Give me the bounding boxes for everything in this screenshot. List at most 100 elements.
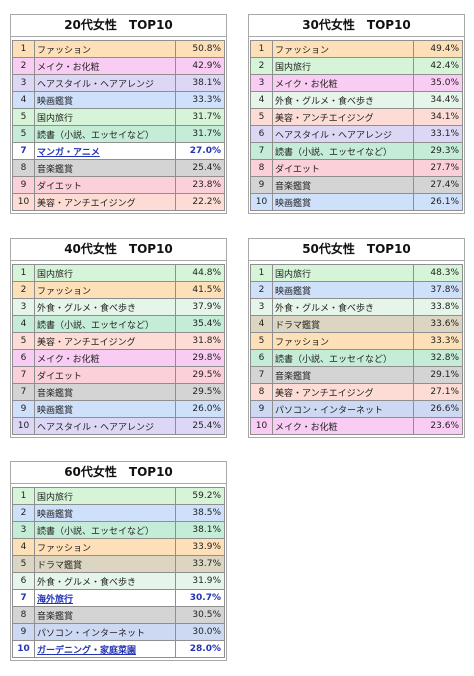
value-cell: 29.1% [413, 366, 463, 384]
category-cell: ファッション [34, 40, 176, 58]
category-cell: メイク・お化粧 [34, 349, 176, 367]
category-cell: パソコン・インターネット [272, 400, 414, 418]
rank-cell: 1 [250, 264, 273, 282]
category-cell: パソコン・インターネット [34, 623, 176, 641]
rank-cell: 8 [12, 606, 35, 624]
table-row: 6 ヘアスタイル・ヘアアレンジ 33.1% [250, 125, 463, 143]
value-cell: 34.1% [413, 108, 463, 126]
value-cell: 30.7% [175, 589, 225, 607]
rank-cell: 7 [12, 383, 35, 401]
value-cell: 29.5% [175, 366, 225, 384]
table-row: 4 外食・グルメ・食べ歩き 34.4% [250, 91, 463, 109]
category-cell: 読書（小説、エッセイなど） [34, 521, 176, 539]
category-cell: 読書（小説、エッセイなど） [272, 349, 414, 367]
highlighted-label: 海外旅行 [37, 594, 74, 605]
panel-30s: 30代女性 TOP10 1 ファッション 49.4% 2 国内旅行 42.4% 3 メイク・お… [248, 14, 465, 214]
value-cell: 42.9% [175, 57, 225, 75]
rank-cell: 9 [12, 623, 35, 641]
rank-cell: 10 [250, 417, 273, 435]
table-row: 5 読書（小説、エッセイなど） 31.7% [12, 125, 225, 143]
category-cell: 音楽鑑賞 [34, 159, 176, 177]
value-cell: 38.1% [175, 521, 225, 539]
value-cell: 33.7% [175, 555, 225, 573]
table-row: 10 ガーデニング・家庭菜園 28.0% [12, 640, 225, 658]
table-row: 1 国内旅行 48.3% [250, 264, 463, 282]
category-cell: 美容・アンチエイジング [34, 332, 176, 350]
table-row: 5 美容・アンチエイジング 34.1% [250, 108, 463, 126]
value-cell: 29.8% [175, 349, 225, 367]
rank-cell: 2 [250, 281, 273, 299]
rank-cell: 10 [250, 193, 273, 211]
rank-cell: 3 [12, 521, 35, 539]
table-row: 7 音楽鑑賞 29.5% [12, 383, 225, 401]
table-row: 5 国内旅行 31.7% [12, 108, 225, 126]
value-cell: 31.8% [175, 332, 225, 350]
rank-cell: 10 [12, 417, 35, 435]
value-cell: 49.4% [413, 40, 463, 58]
category-cell: ドラマ鑑賞 [272, 315, 414, 333]
category-cell: ヘアスタイル・ヘアアレンジ [34, 74, 176, 92]
value-cell: 34.4% [413, 91, 463, 109]
rank-cell: 3 [250, 74, 273, 92]
table-row: 8 美容・アンチエイジング 27.1% [250, 383, 463, 401]
highlighted-label: マンガ・アニメ [37, 147, 100, 158]
value-cell: 32.8% [413, 349, 463, 367]
rank-cell: 8 [12, 159, 35, 177]
panel-title: 60代女性 TOP10 [11, 462, 226, 484]
value-cell: 30.5% [175, 606, 225, 624]
panel-title: 20代女性 TOP10 [11, 15, 226, 37]
table-row: 2 映画鑑賞 37.8% [250, 281, 463, 299]
value-cell: 48.3% [413, 264, 463, 282]
category-cell: ヘアスタイル・ヘアアレンジ [34, 417, 176, 435]
category-cell: 外食・グルメ・食べ歩き [272, 91, 414, 109]
category-cell: 国内旅行 [34, 108, 176, 126]
rank-cell: 5 [250, 332, 273, 350]
highlighted-label: ガーデニング・家庭菜園 [37, 645, 137, 656]
table-row: 4 映画鑑賞 33.3% [12, 91, 225, 109]
rank-cell: 10 [12, 193, 35, 211]
rank-cell: 3 [12, 298, 35, 316]
panel-title: 30代女性 TOP10 [249, 15, 464, 37]
table-row: 4 ファッション 33.9% [12, 538, 225, 556]
table-row: 5 美容・アンチエイジング 31.8% [12, 332, 225, 350]
value-cell: 42.4% [413, 57, 463, 75]
panel-40s: 40代女性 TOP10 1 国内旅行 44.8% 2 ファッション 41.5% 3 外食・グル… [10, 238, 227, 438]
value-cell: 25.4% [175, 159, 225, 177]
table-row: 9 ダイエット 23.8% [12, 176, 225, 194]
table-row: 5 ファッション 33.3% [250, 332, 463, 350]
rank-cell: 2 [250, 57, 273, 75]
value-cell: 31.9% [175, 572, 225, 590]
rank-cell: 3 [250, 298, 273, 316]
table-row: 7 ダイエット 29.5% [12, 366, 225, 384]
value-cell: 27.0% [175, 142, 225, 160]
category-cell: 読書（小説、エッセイなど） [34, 315, 176, 333]
rank-cell: 5 [250, 108, 273, 126]
value-cell: 27.7% [413, 159, 463, 177]
table-row: 8 音楽鑑賞 25.4% [12, 159, 225, 177]
category-cell: 音楽鑑賞 [272, 176, 414, 194]
ranking-table: 1 ファッション 49.4% 2 国内旅行 42.4% 3 メイク・お化粧 35.0% 4 外食・グ… [250, 40, 463, 211]
category-cell: メイク・お化粧 [272, 74, 414, 92]
category-cell: ヘアスタイル・ヘアアレンジ [272, 125, 414, 143]
table-row: 3 読書（小説、エッセイなど） 38.1% [12, 521, 225, 539]
category-cell: 映画鑑賞 [34, 504, 176, 522]
category-cell: 美容・アンチエイジング [272, 383, 414, 401]
value-cell: 26.6% [413, 400, 463, 418]
category-cell: メイク・お化粧 [272, 417, 414, 435]
rank-cell: 9 [12, 400, 35, 418]
rank-cell: 4 [250, 91, 273, 109]
category-cell: 音楽鑑賞 [272, 366, 414, 384]
table-row: 7 音楽鑑賞 29.1% [250, 366, 463, 384]
rank-cell: 5 [12, 555, 35, 573]
rank-cell: 9 [250, 176, 273, 194]
value-cell: 28.0% [175, 640, 225, 658]
category-cell: ダイエット [34, 366, 176, 384]
table-row: 10 美容・アンチエイジング 22.2% [12, 193, 225, 211]
rank-cell: 2 [12, 57, 35, 75]
rank-cell: 7 [12, 142, 35, 160]
table-row: 2 映画鑑賞 38.5% [12, 504, 225, 522]
value-cell: 33.1% [413, 125, 463, 143]
table-row: 6 読書（小説、エッセイなど） 32.8% [250, 349, 463, 367]
table-row: 1 ファッション 49.4% [250, 40, 463, 58]
category-cell: 国内旅行 [272, 57, 414, 75]
